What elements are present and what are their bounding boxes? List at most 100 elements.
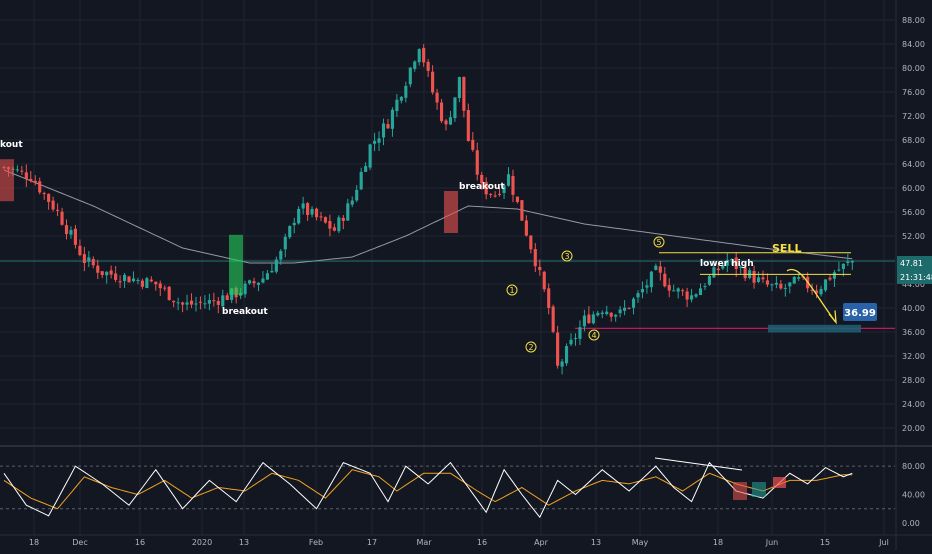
countdown-text: 21:31:48 bbox=[900, 273, 932, 282]
candle-body bbox=[64, 225, 69, 234]
candle-body bbox=[614, 314, 618, 317]
osc-divergence-line bbox=[654, 457, 743, 471]
candle-body bbox=[47, 193, 51, 202]
wave-4-label: 4 bbox=[591, 331, 596, 340]
candle-body bbox=[359, 171, 363, 190]
candle-body bbox=[364, 166, 368, 172]
wave-3: 3 bbox=[561, 250, 573, 262]
candle-body bbox=[471, 139, 475, 150]
price-tick-label: 20.00 bbox=[902, 424, 925, 433]
time-tick-label: Jun bbox=[765, 538, 779, 547]
candle-body bbox=[649, 271, 653, 288]
candle-body bbox=[167, 286, 171, 301]
wave-5-label: 5 bbox=[656, 238, 661, 247]
candle-body bbox=[265, 273, 269, 280]
candle-body bbox=[538, 266, 542, 271]
candle-body bbox=[87, 257, 91, 262]
candle-body bbox=[368, 144, 372, 168]
time-tick-label: Dec bbox=[72, 538, 87, 547]
breakout-box-dec bbox=[229, 234, 243, 295]
price-tick-label: 56.00 bbox=[902, 208, 925, 217]
candle-body bbox=[422, 47, 426, 63]
candle-body bbox=[676, 288, 680, 292]
candle-body bbox=[91, 259, 95, 266]
candle-body bbox=[725, 259, 729, 266]
candle-body bbox=[145, 278, 149, 289]
price-tick-label: 44.00 bbox=[902, 280, 925, 289]
candle-body bbox=[256, 282, 261, 285]
candle-body bbox=[319, 216, 323, 218]
breakout-label-mar: breakout bbox=[459, 182, 505, 192]
candle-body bbox=[707, 275, 711, 285]
candle-body bbox=[658, 266, 662, 273]
candle-body bbox=[832, 272, 837, 279]
candle-body bbox=[712, 267, 716, 278]
price-tick-label: 36.00 bbox=[902, 328, 925, 337]
candle-body bbox=[283, 236, 287, 250]
candle-body bbox=[381, 123, 386, 138]
candle-body bbox=[627, 307, 631, 309]
candle-body bbox=[96, 265, 100, 273]
oscillator-layer bbox=[0, 457, 895, 519]
candle-body bbox=[618, 309, 622, 314]
candle-body bbox=[100, 271, 104, 276]
candle-body bbox=[752, 270, 756, 283]
candle-body bbox=[207, 299, 211, 304]
candle-body bbox=[560, 361, 564, 367]
candle-body bbox=[292, 222, 296, 226]
candle-body bbox=[765, 280, 770, 285]
time-tick-label: 15 bbox=[820, 538, 830, 547]
price-tick-label: 68.00 bbox=[902, 136, 925, 145]
candle-body bbox=[194, 303, 198, 305]
candle-body bbox=[698, 288, 703, 296]
projection-arrow bbox=[786, 268, 836, 322]
time-axis[interactable]: 18 Dec 16 2020 13 Feb 17 Mar 16 Apr 13 May 18 Jun 15 Ju… bbox=[29, 538, 889, 547]
candle-body bbox=[355, 189, 359, 201]
candle-body bbox=[288, 226, 292, 238]
target-zone-box bbox=[768, 324, 861, 333]
candle-body bbox=[56, 209, 60, 211]
candle-body bbox=[216, 300, 220, 305]
candle-body bbox=[489, 193, 493, 195]
candle-body bbox=[297, 208, 301, 224]
candles[interactable] bbox=[2, 44, 854, 375]
candle-body bbox=[551, 306, 555, 332]
current-price-bg bbox=[897, 256, 932, 270]
candle-body bbox=[783, 287, 787, 289]
time-tick-label: 18 bbox=[29, 538, 39, 547]
candle-body bbox=[645, 285, 649, 288]
target-label[interactable]: 36.99 bbox=[843, 303, 877, 321]
candle-body bbox=[690, 295, 694, 300]
candle-body bbox=[435, 92, 439, 103]
oscillator-axis[interactable]: 80.00 40.00 0.00 bbox=[902, 462, 925, 528]
breakout-label-left: kout bbox=[0, 140, 23, 150]
candle-body bbox=[413, 61, 417, 69]
candle-body bbox=[779, 283, 783, 289]
candle-body bbox=[542, 271, 546, 290]
price-tick-label: 52.00 bbox=[902, 232, 925, 241]
candle-body bbox=[404, 85, 408, 98]
stoch-d-line bbox=[3, 469, 853, 510]
breakout-box-left bbox=[0, 159, 14, 202]
price-tick-label: 40.00 bbox=[902, 304, 925, 313]
candle-body bbox=[163, 287, 167, 289]
candle-body bbox=[453, 97, 457, 119]
candle-body bbox=[426, 61, 430, 71]
breakout-label-dec: breakout bbox=[222, 307, 268, 317]
candle-body bbox=[225, 295, 229, 300]
wave-2-label: 2 bbox=[528, 343, 533, 352]
candle-body bbox=[484, 182, 488, 195]
candle-body bbox=[823, 279, 828, 291]
candle-body bbox=[176, 302, 180, 304]
wave-3-label: 3 bbox=[564, 252, 569, 261]
lower-high-label: lower high bbox=[700, 259, 754, 269]
price-tick-label: 60.00 bbox=[902, 184, 925, 193]
time-tick-label: 13 bbox=[239, 538, 249, 547]
current-price-badge[interactable]: 47.81 21:31:48 bbox=[897, 256, 932, 284]
candle-body bbox=[788, 282, 792, 287]
candle-body bbox=[770, 284, 774, 286]
candle-body bbox=[301, 203, 305, 209]
candle-body bbox=[578, 327, 582, 339]
